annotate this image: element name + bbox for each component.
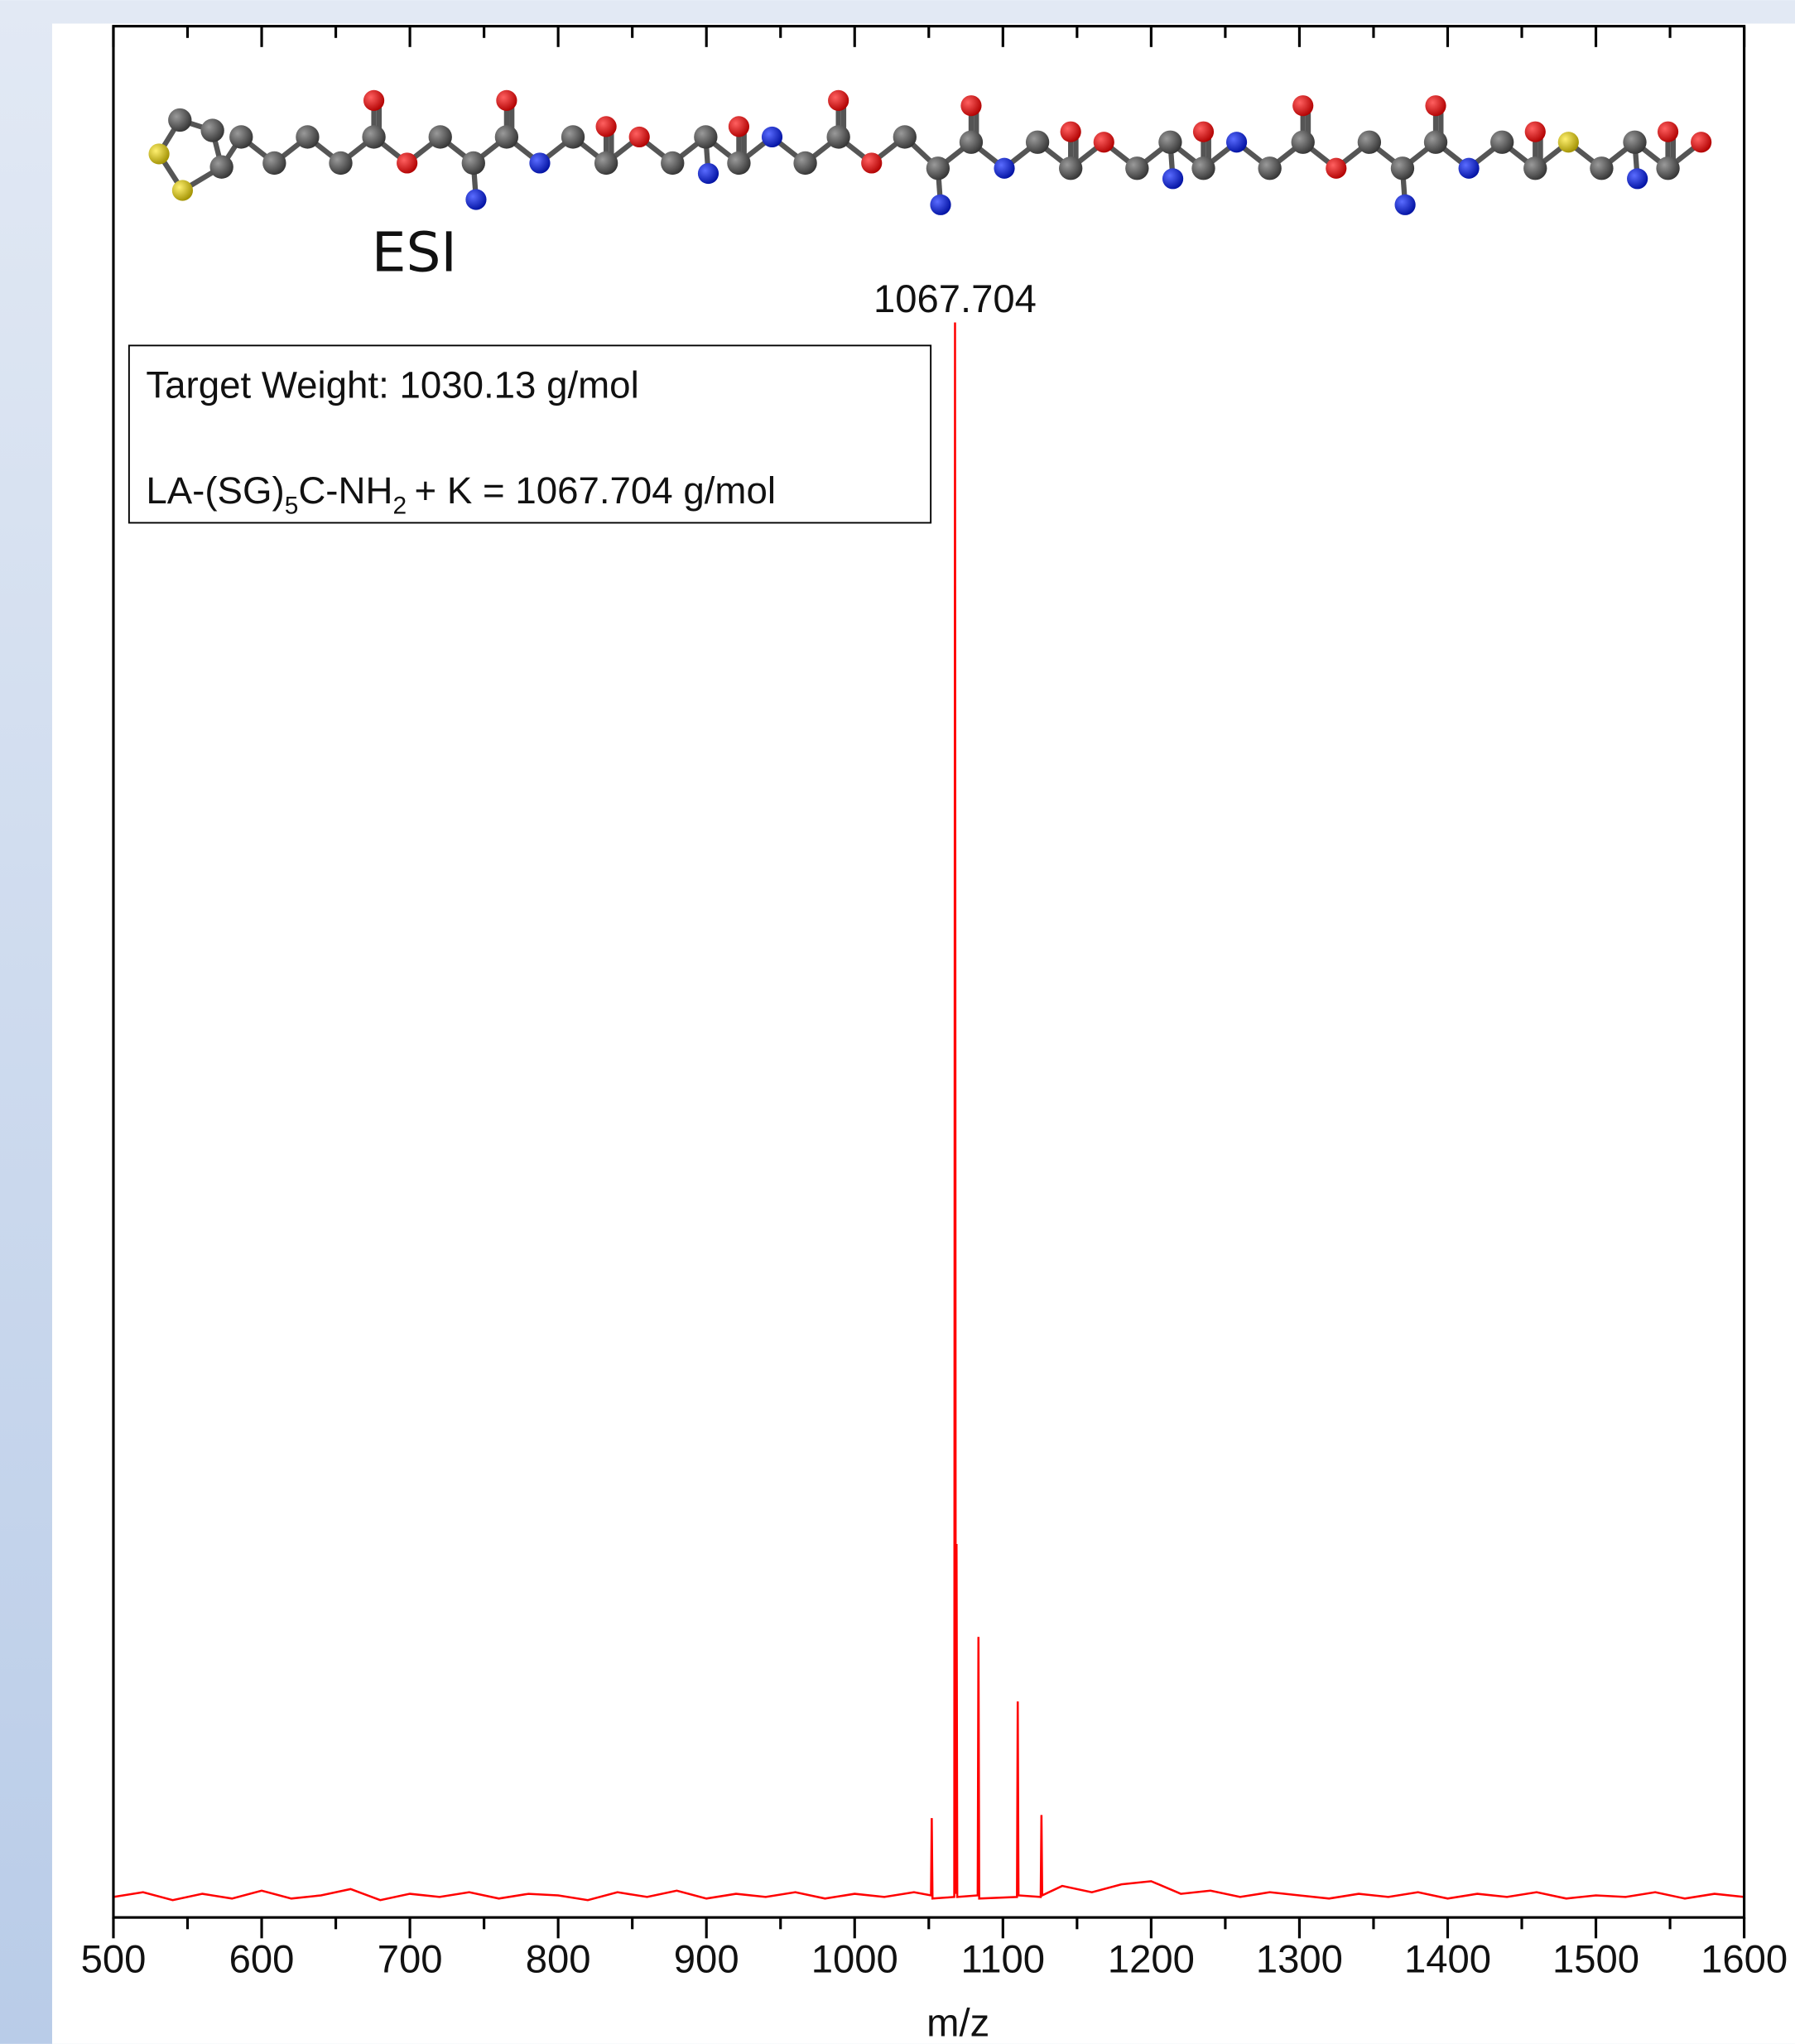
atom [960,131,983,154]
atom [1125,156,1148,180]
x-tick-label: 500 [81,1937,147,1981]
atom [1558,132,1579,152]
atom [629,127,650,147]
atom [694,125,717,148]
atom [168,108,191,132]
atom [209,155,233,178]
x-tick-label: 1400 [1404,1937,1491,1981]
atom [1395,195,1416,215]
atom [596,116,617,137]
atom [1258,156,1281,180]
atom [561,125,585,148]
x-tick-label: 1600 [1701,1937,1788,1981]
atom [429,125,452,148]
annotation-target: Target Weight: 1030.13 g/mol [146,363,638,406]
atom [229,125,253,148]
atom [1026,131,1049,154]
atom [828,90,849,111]
atom [1292,95,1313,116]
atom [1162,168,1183,189]
atom [495,125,518,148]
atom [1059,156,1082,180]
x-tick-label: 1200 [1108,1937,1195,1981]
atom [1391,156,1414,180]
formula-part: C-NH [298,469,392,512]
atom [1158,131,1181,154]
atom [362,125,385,148]
atom [1193,122,1214,142]
atom [1191,156,1215,180]
atom [926,156,950,180]
x-tick-label: 1000 [811,1937,898,1981]
atom [1425,95,1446,116]
atom [1226,132,1247,152]
atom [529,152,550,173]
x-tick-label: 1300 [1256,1937,1343,1981]
atom [465,189,486,209]
formula-subscript: 2 [392,492,407,519]
atom [793,151,816,175]
atom [698,163,719,184]
atom [1358,131,1381,154]
x-tick-label: 1100 [961,1937,1046,1981]
structure-label: ESI [372,221,457,285]
atom [148,143,169,164]
atom [826,125,849,148]
atom [1490,131,1513,154]
page: {"chart_data": { "type": "line", "xlabel… [0,0,1795,2044]
atom [1523,156,1547,180]
x-axis-title: m/z [926,2001,989,2044]
atom [397,152,417,173]
atom [296,125,319,148]
atom [200,118,224,142]
atom [727,151,750,175]
formula-part: LA-(SG) [146,469,284,512]
x-tick-label: 800 [526,1937,591,1981]
atom [1424,131,1447,154]
atom [861,152,882,173]
atom [329,151,352,175]
atom [1459,158,1480,179]
x-tick-label: 700 [378,1937,443,1981]
atom [1623,131,1646,154]
atom [1326,158,1346,179]
x-tick-label: 600 [229,1937,295,1981]
atom [960,95,981,116]
chart: ESI Target Weight: 1030.13 g/mol LA-(SG)… [0,0,1795,2044]
atom [1691,132,1711,152]
atom [1061,122,1081,142]
atom [661,151,684,175]
atom [262,151,286,175]
atom [1590,156,1613,180]
atom [462,151,485,175]
atom [930,195,950,215]
atom [729,116,749,137]
atom [172,180,193,200]
atom [762,127,782,147]
atom [1658,122,1678,142]
atom [1094,132,1114,152]
atom [496,90,517,111]
atom [994,158,1014,179]
atom [1656,156,1679,180]
x-tick-label: 900 [674,1937,739,1981]
atom [594,151,618,175]
atom [363,90,384,111]
formula-part: + K = 1067.704 g/mol [415,469,776,512]
formula-subscript: 5 [285,492,299,519]
x-tick-label: 1500 [1552,1937,1639,1981]
panel [52,23,1795,2043]
peak-label: 1067.704 [873,277,1037,321]
atom [1292,131,1315,154]
atom [893,125,917,148]
atom [1627,168,1648,189]
atom [1525,122,1546,142]
